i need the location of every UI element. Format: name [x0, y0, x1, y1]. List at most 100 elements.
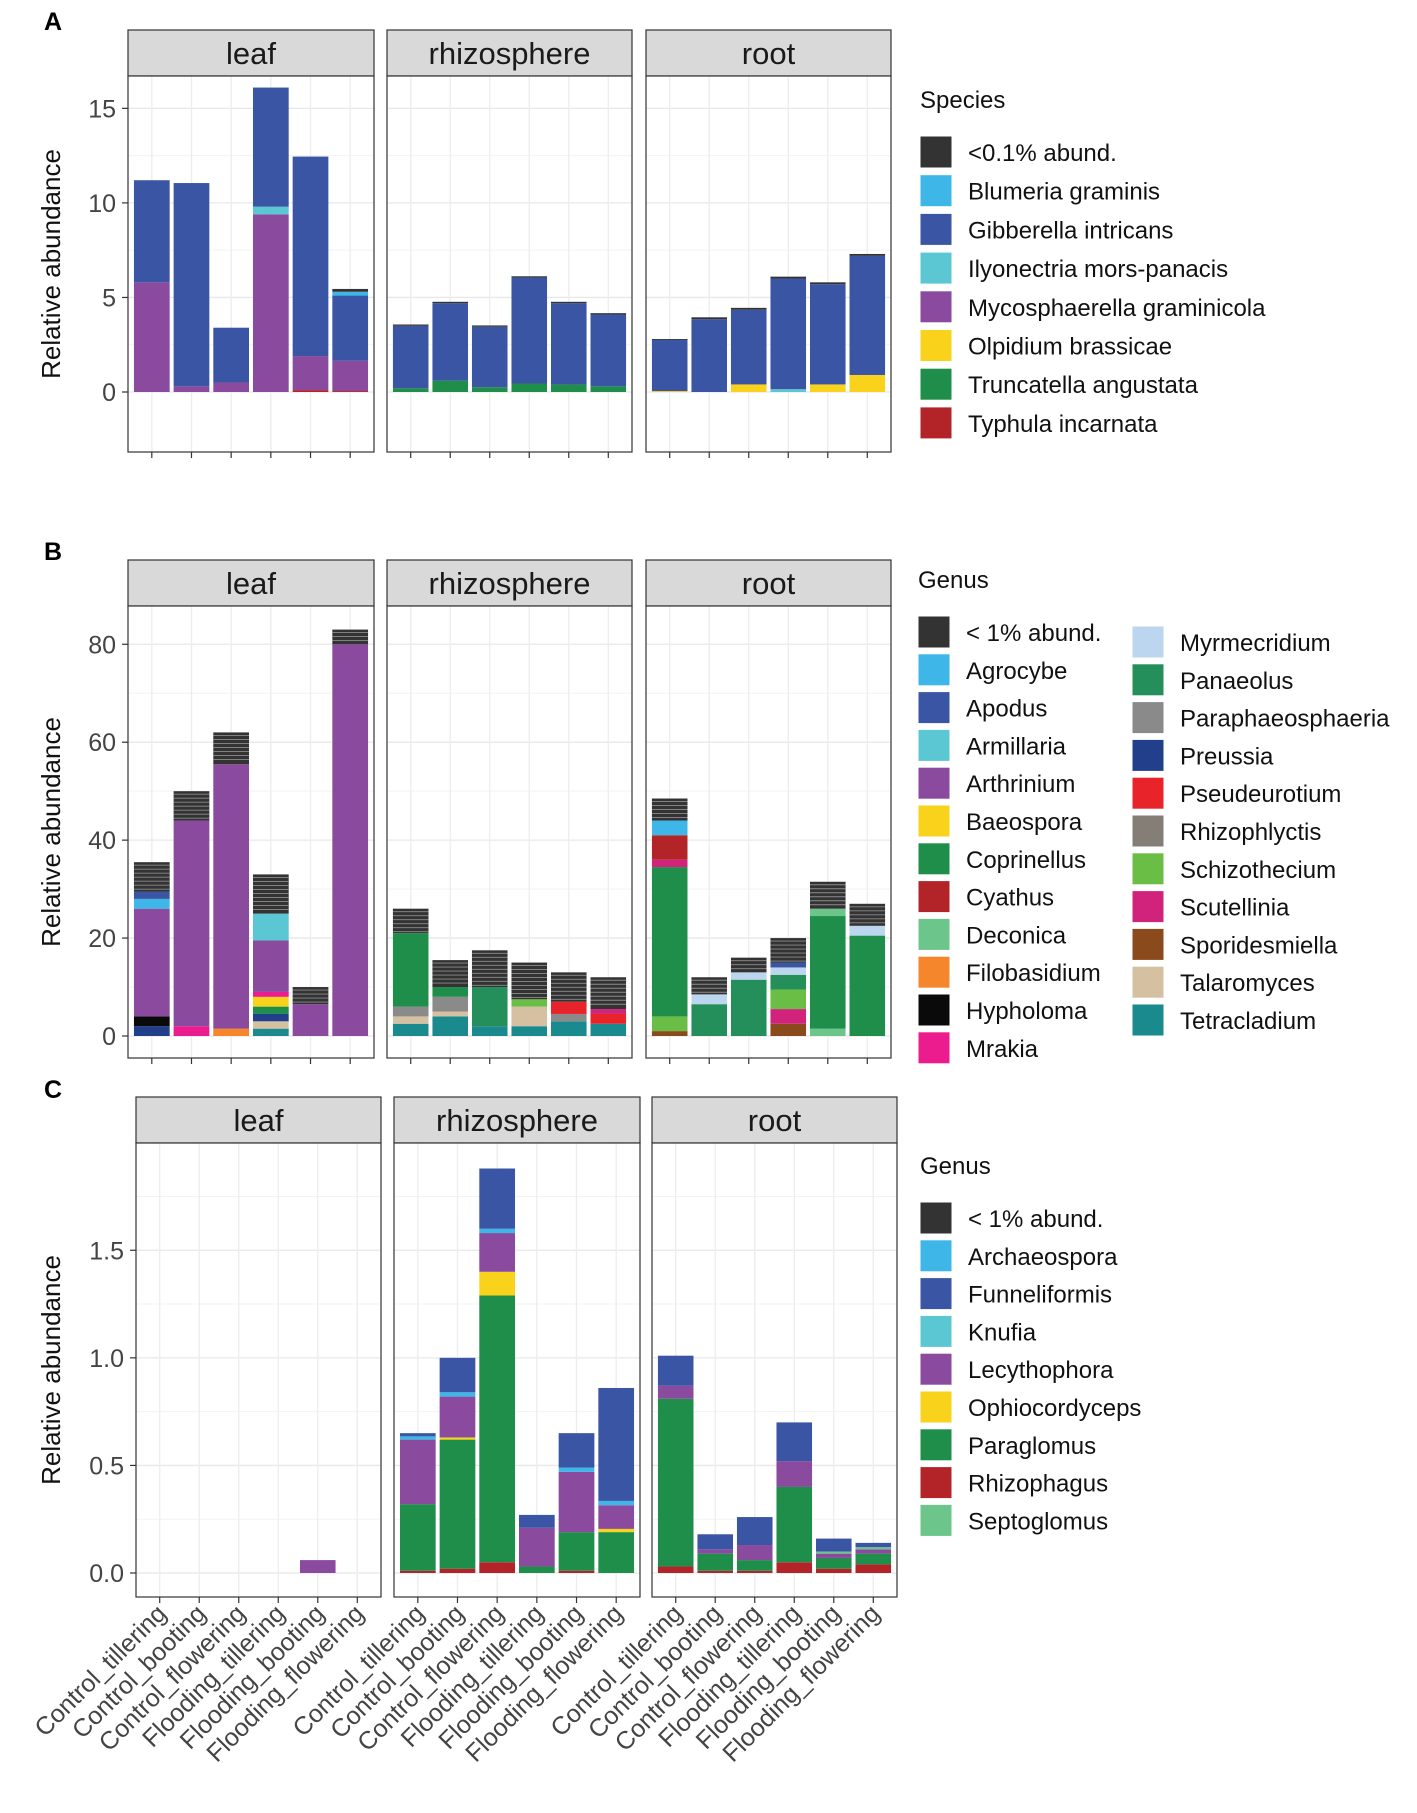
bar-segment-scutellinia — [770, 1009, 807, 1024]
panel-letter-A: A — [44, 8, 62, 36]
bar-segment-myrmecridium — [730, 972, 767, 980]
bar-segment-blumeria-graminis — [332, 291, 369, 296]
legend-label: Knufia — [968, 1319, 1037, 1346]
facet-label: root — [742, 566, 796, 601]
legend-item: Lecythophora — [919, 1352, 1114, 1386]
legend-item: Paraphaeosphaeria — [1131, 701, 1390, 735]
bar-segment-truncatella-angustata — [550, 384, 587, 392]
y-axis-title: Relative abundance — [36, 717, 66, 947]
bar-segment--0-1-abund- — [590, 313, 627, 315]
bar-segment-rhizophagus — [815, 1568, 852, 1573]
legend-label: Olpidium brassicae — [968, 334, 1172, 361]
bar-segment--0-1-abund- — [770, 276, 807, 279]
bar-segment-archaeospora — [399, 1436, 436, 1440]
bar-segment--0-1-abund- — [809, 282, 846, 285]
legend-swatch — [917, 993, 951, 1027]
legend-item: Arthrinium — [917, 766, 1075, 800]
y-axis-title: Relative abundance — [36, 1255, 66, 1485]
legend-label: < 1% abund. — [966, 620, 1101, 647]
bar-segment-tetracladium — [432, 1016, 469, 1036]
legend-label: Paraphaeosphaeria — [1180, 706, 1390, 733]
legend-item: Talaromyces — [1131, 965, 1315, 999]
bar-segment-mycosphaerella-graminicola — [173, 386, 210, 392]
legend-swatch — [919, 1466, 953, 1500]
bar-segment-rhizophagus — [697, 1570, 734, 1573]
legend-swatch — [919, 135, 953, 169]
bar-segment-mrakia — [173, 1026, 210, 1036]
legend-label: Deconica — [966, 922, 1067, 949]
legend-item: Ophiocordyceps — [919, 1390, 1141, 1424]
bar-segment-coprinellus — [651, 867, 688, 1017]
plot-frame — [645, 605, 892, 1059]
legend-swatch — [1131, 776, 1165, 810]
legend-label: Rhizophlyctis — [1180, 819, 1321, 846]
plot-frame — [645, 75, 892, 453]
legend-label: Coprinellus — [966, 847, 1086, 874]
legend-swatch — [919, 1503, 953, 1537]
plot-area — [387, 76, 632, 452]
legend-label: Lecythophora — [968, 1357, 1114, 1384]
bar-segment-panaeolus — [770, 974, 807, 990]
bar-segment-scutellinia — [590, 1009, 627, 1014]
legend-item: Pseudeurotium — [1131, 776, 1341, 810]
legend-swatch — [917, 804, 951, 838]
bar-segment-deconica — [809, 908, 846, 917]
bar-segment-rhizophagus — [776, 1562, 813, 1573]
bar-segment-paraphaeosphaeria — [550, 1013, 587, 1022]
bar-segment-lecythophora — [399, 1439, 436, 1505]
bar-segment--0-1-abund- — [550, 301, 587, 304]
bar-segment-gibberella-intricans — [432, 303, 469, 381]
bar-segment-panaeolus — [471, 987, 508, 1027]
legend-label: Gibberella intricans — [968, 217, 1173, 244]
facet-strip — [393, 1096, 641, 1144]
y-tick-label: 0.0 — [89, 1560, 124, 1588]
bar-segment-lecythophora — [479, 1233, 516, 1272]
legend-title: Genus — [920, 1153, 991, 1180]
bar-segment-paraglomus — [776, 1486, 813, 1563]
legend-item: Baeospora — [917, 804, 1083, 838]
bar-segment-lecythophora — [299, 1560, 336, 1573]
bar-segment-funneliformis — [776, 1422, 813, 1462]
bar-segment-talaromyces — [252, 1021, 289, 1029]
legend-title: Genus — [918, 567, 989, 594]
bar-segment-typhula-incarnata — [332, 391, 369, 392]
plot-frame — [127, 75, 375, 453]
bar-segment-tetracladium — [590, 1023, 627, 1036]
legend-swatch — [1131, 738, 1165, 772]
bar-segment-pseudeurotium — [590, 1013, 627, 1024]
facet-label: leaf — [226, 36, 276, 71]
bar-segment-gibberella-intricans — [471, 326, 508, 388]
bar-segment-lecythophora — [558, 1471, 595, 1533]
facet-strip — [386, 559, 633, 607]
bar-segment-preussia — [252, 1013, 289, 1022]
legend-swatch — [1131, 701, 1165, 735]
bar-segment--1-abund- — [213, 732, 250, 765]
bar-segment-truncatella-angustata — [511, 383, 548, 392]
bar-segment-funneliformis — [598, 1387, 635, 1501]
legend-item: Armillaria — [917, 728, 1067, 762]
bar-segment--1-abund- — [590, 977, 627, 1010]
bar-segment--0-1-abund- — [691, 317, 728, 320]
legend-swatch — [919, 1201, 953, 1235]
legend-swatch — [917, 955, 951, 989]
bar-segment-sporidesmiella — [770, 1023, 807, 1036]
y-tick-label: 0 — [102, 1023, 116, 1051]
y-tick-label: 0 — [102, 379, 116, 407]
y-tick-label: 20 — [88, 925, 116, 953]
bar-segment-gibberella-intricans — [292, 156, 329, 357]
facet-label: root — [742, 36, 796, 71]
legend-swatch — [919, 1239, 953, 1273]
bar-segment-paraglomus — [697, 1553, 734, 1571]
legend-label: Paraglomus — [968, 1433, 1096, 1460]
facet-label: leaf — [226, 566, 276, 601]
legend-swatch — [1131, 965, 1165, 999]
legend-swatch — [917, 880, 951, 914]
bar-segment-mycosphaerella-graminicola — [332, 360, 369, 392]
legend-label: Agrocybe — [966, 658, 1067, 685]
bar-segment-arthrinium — [213, 764, 250, 1029]
legend-label: Funneliformis — [968, 1282, 1112, 1309]
y-tick-label: 0.5 — [89, 1452, 124, 1480]
legend-label: < 1% abund. — [968, 1206, 1103, 1233]
bar-segment-funneliformis — [815, 1538, 852, 1552]
